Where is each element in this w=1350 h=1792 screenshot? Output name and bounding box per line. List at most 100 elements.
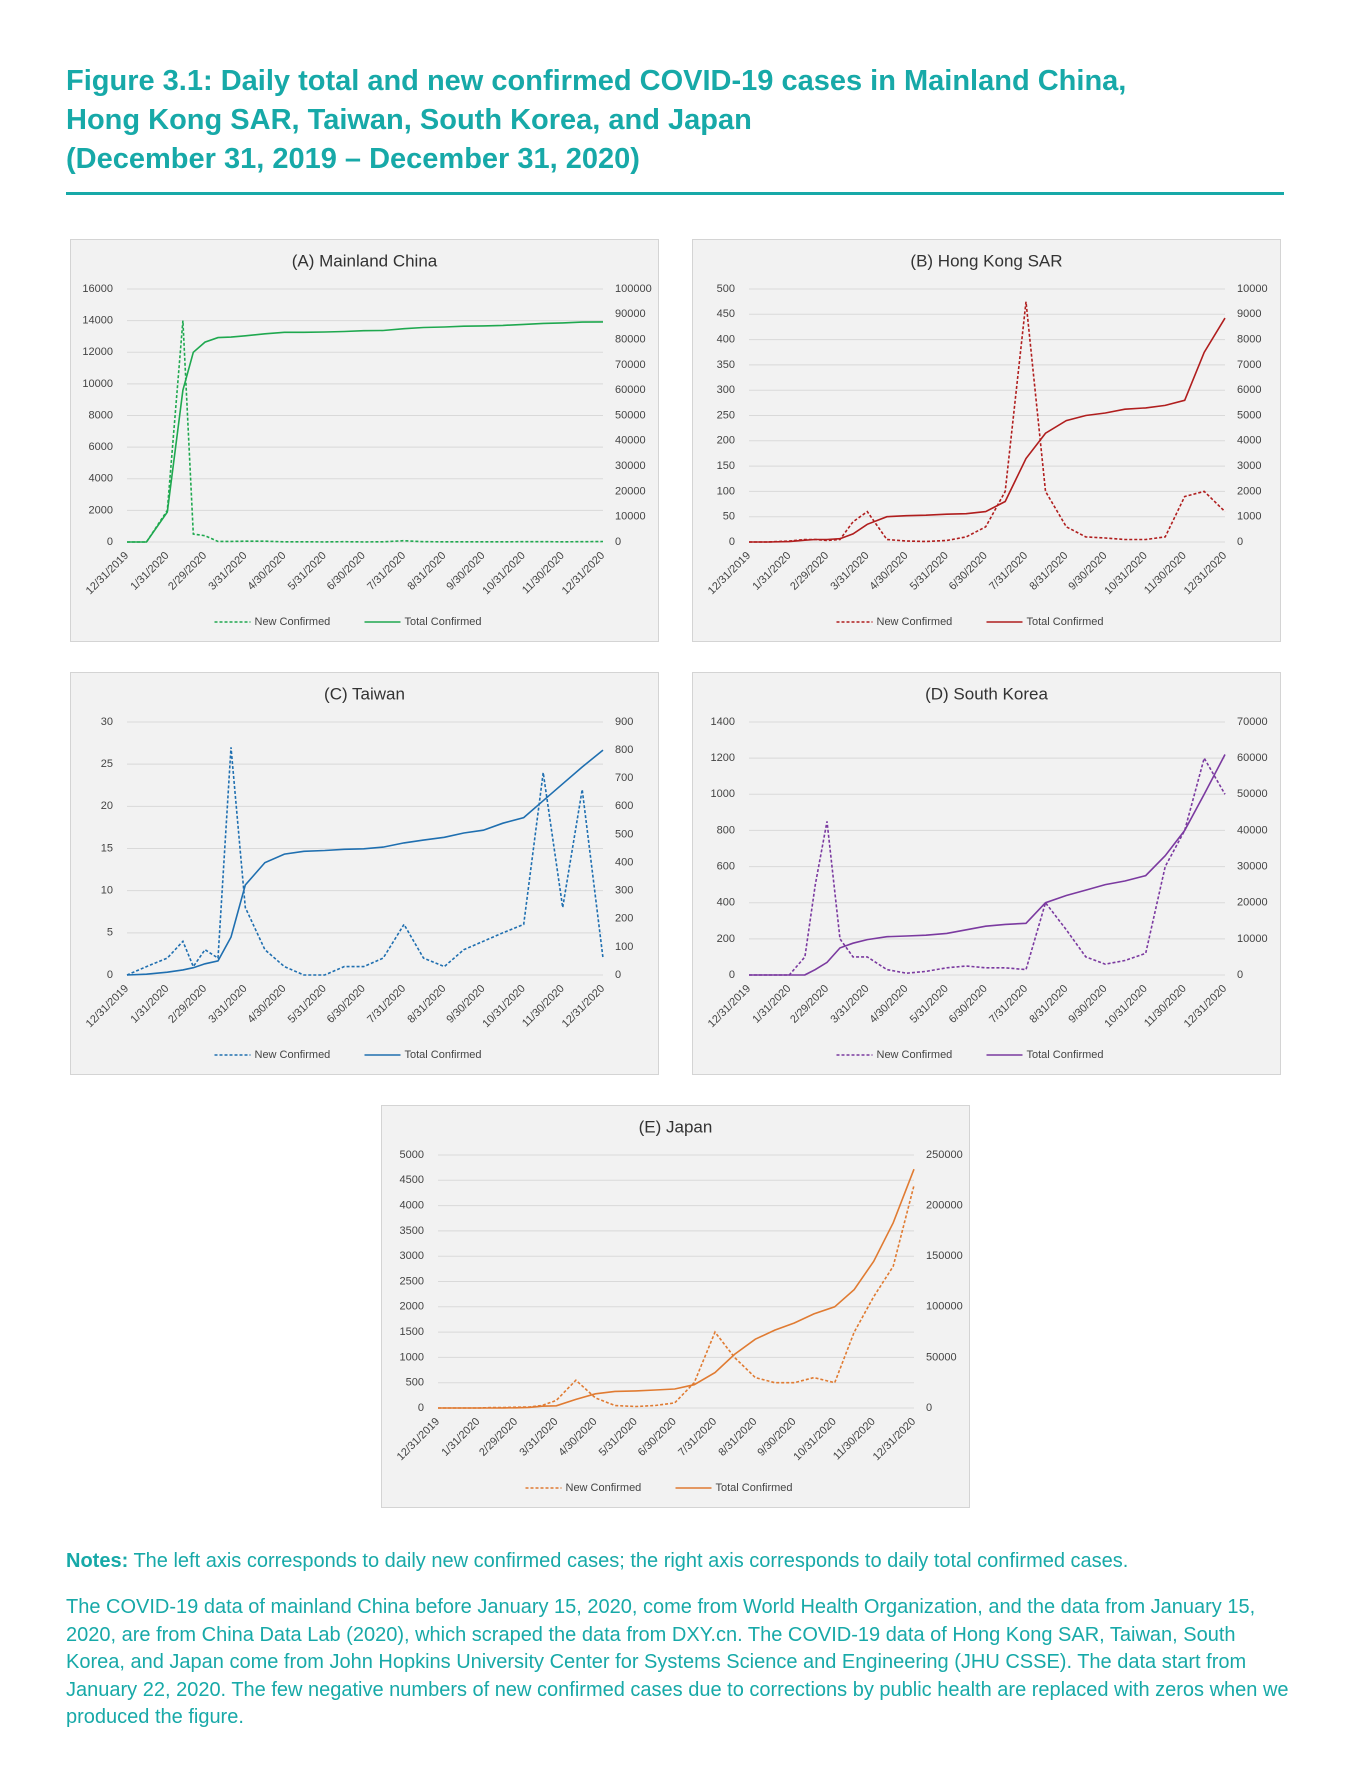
chart-title: (C) Taiwan — [324, 684, 405, 703]
y2-tick-label: 900 — [615, 716, 633, 728]
x-tick-label: 3/31/2020 — [206, 550, 249, 593]
chart-panel: (B) Hong Kong SAR 0 50 100 150 200 250 300 350 40… — [692, 239, 1281, 642]
x-tick-label: 8/31/2020 — [405, 550, 448, 593]
y-tick-label: 6000 — [89, 441, 113, 453]
legend-label: New Confirmed — [566, 1482, 642, 1494]
x-tick-label: 2/29/2020 — [477, 1416, 520, 1459]
y-tick-label: 300 — [717, 384, 735, 396]
y-tick-label: 0 — [418, 1402, 424, 1414]
x-tick-label: 6/30/2020 — [947, 983, 990, 1026]
x-tick-label: 12/31/2020 — [871, 1416, 918, 1463]
y2-tick-label: 50000 — [926, 1351, 957, 1363]
y2-tick-label: 40000 — [615, 435, 646, 447]
x-tick-label: 5/31/2020 — [908, 983, 951, 1026]
x-tick-label: 4/30/2020 — [867, 550, 910, 593]
x-tick-label: 4/30/2020 — [245, 550, 288, 593]
y2-tick-label: 10000 — [615, 511, 646, 523]
notes: Notes: The left axis corresponds to dail… — [66, 1550, 1296, 1573]
legend-label: New Confirmed — [255, 616, 331, 628]
legend-label: New Confirmed — [877, 1049, 953, 1061]
x-tick-label: 12/31/2019 — [84, 983, 131, 1030]
x-tick-label: 7/31/2020 — [365, 550, 408, 593]
y2-tick-label: 10000 — [1237, 283, 1268, 295]
series-line — [127, 320, 604, 543]
y2-tick-label: 300 — [615, 885, 633, 897]
chart: (C) Taiwan051015202530010020030040050060… — [84, 684, 634, 1061]
series-line — [749, 301, 1226, 543]
chart: (D) South Korea 0 200 400 600 800 1000 1200 1400… — [706, 684, 1268, 1061]
series-line — [438, 1168, 915, 1409]
y2-tick-label: 800 — [615, 744, 633, 756]
x-tick-label: 1/31/2020 — [439, 1416, 482, 1459]
y2-tick-label: 70000 — [615, 359, 646, 371]
y-tick-label: 0 — [729, 969, 735, 981]
x-tick-label: 12/31/2019 — [706, 983, 753, 1030]
chart: (E) Japan 0 500 1000 1500 2000 2500 3000 3500 400… — [395, 1117, 963, 1494]
y-tick-label: 1000 — [400, 1351, 424, 1363]
legend-label: Total Confirmed — [405, 616, 482, 628]
x-tick-label: 7/31/2020 — [987, 983, 1030, 1026]
x-tick-label: 9/30/2020 — [444, 550, 487, 593]
series-line — [438, 1185, 915, 1409]
x-tick-label: 4/30/2020 — [245, 983, 288, 1026]
x-tick-label: 5/31/2020 — [597, 1416, 640, 1459]
y-tick-label: 4000 — [89, 473, 113, 485]
x-tick-label: 5/31/2020 — [286, 550, 329, 593]
y-tick-label: 250 — [717, 409, 735, 421]
y2-tick-label: 0 — [615, 969, 621, 981]
x-tick-label: 4/30/2020 — [556, 1416, 599, 1459]
y-tick-label: 3000 — [400, 1250, 424, 1262]
y-tick-label: 200 — [717, 933, 735, 945]
y2-tick-label: 600 — [615, 800, 633, 812]
y-tick-label: 350 — [717, 359, 735, 371]
y2-tick-label: 4000 — [1237, 435, 1261, 447]
legend-label: Total Confirmed — [405, 1049, 482, 1061]
x-tick-label: 9/30/2020 — [1066, 550, 1109, 593]
y2-tick-label: 7000 — [1237, 359, 1261, 371]
y-tick-label: 10 — [101, 885, 113, 897]
x-tick-label: 9/30/2020 — [444, 983, 487, 1026]
y-tick-label: 100 — [717, 485, 735, 497]
x-tick-label: 5/31/2020 — [286, 983, 329, 1026]
chart-panel: (C) Taiwan 0 5 10 15 20 25 30 0 100 200 300 400 500 60… — [70, 672, 659, 1075]
legend-label: New Confirmed — [255, 1049, 331, 1061]
legend-label: Total Confirmed — [1027, 1049, 1104, 1061]
y2-tick-label: 0 — [1237, 536, 1243, 548]
y-tick-label: 600 — [717, 860, 735, 872]
y2-tick-label: 9000 — [1237, 308, 1261, 320]
y-tick-label: 0 — [107, 969, 113, 981]
y2-tick-label: 30000 — [1237, 860, 1268, 872]
x-tick-label: 2/29/2020 — [166, 550, 209, 593]
y2-tick-label: 0 — [615, 536, 621, 548]
x-tick-label: 1/31/2020 — [128, 550, 171, 593]
title-line: Hong Kong SAR, Taiwan, South Korea, and … — [66, 104, 752, 136]
y-tick-label: 2500 — [400, 1275, 424, 1287]
y2-tick-label: 1000 — [1237, 511, 1261, 523]
y-tick-label: 4500 — [400, 1174, 424, 1186]
x-tick-label: 7/31/2020 — [987, 550, 1030, 593]
y2-tick-label: 50000 — [1237, 788, 1268, 800]
legend-label: New Confirmed — [877, 616, 953, 628]
x-tick-label: 2/29/2020 — [166, 983, 209, 1026]
chart: (B) Hong Kong SAR 0 50 100 150 200 250 300 350 40… — [706, 251, 1268, 628]
y2-tick-label: 30000 — [615, 460, 646, 472]
x-tick-label: 3/31/2020 — [828, 983, 871, 1026]
x-tick-label: 8/31/2020 — [405, 983, 448, 1026]
y2-tick-label: 500 — [615, 828, 633, 840]
series-line — [126, 747, 604, 976]
chart-title: (E) Japan — [639, 1117, 713, 1136]
x-tick-label: 1/31/2020 — [750, 550, 793, 593]
y2-tick-label: 200000 — [926, 1200, 963, 1212]
y-tick-label: 500 — [406, 1377, 424, 1389]
y2-tick-label: 250000 — [926, 1149, 963, 1161]
y-tick-label: 2000 — [89, 504, 113, 516]
y-tick-label: 400 — [717, 897, 735, 909]
y-tick-label: 5 — [107, 927, 113, 939]
y2-tick-label: 100000 — [615, 283, 652, 295]
y2-tick-label: 90000 — [615, 308, 646, 320]
title-rule — [66, 192, 1284, 195]
x-tick-label: 9/30/2020 — [1066, 983, 1109, 1026]
series-line — [749, 754, 1226, 976]
y-tick-label: 8000 — [89, 409, 113, 421]
